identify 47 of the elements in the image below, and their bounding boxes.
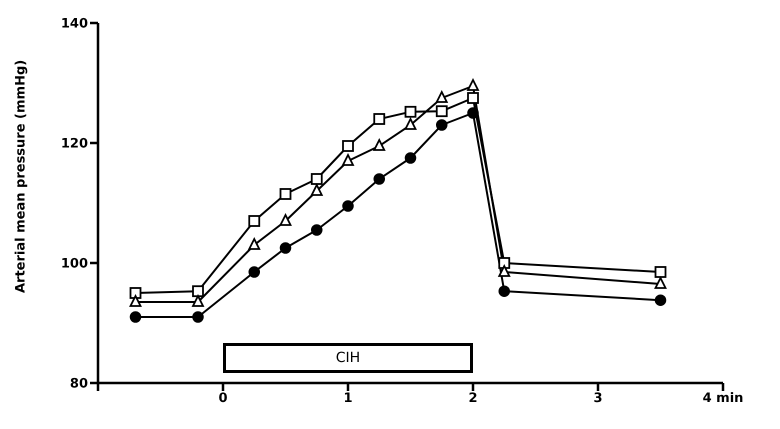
point: [498, 257, 510, 269]
point: [436, 119, 448, 131]
point: [373, 139, 386, 151]
point: [467, 79, 479, 91]
point: [654, 266, 666, 278]
y-tick-label: 120: [60, 136, 88, 152]
x-tick-label: 1: [343, 391, 353, 406]
x-tick-label: 0: [218, 391, 228, 406]
y-tick-label: 100: [60, 256, 88, 272]
point: [248, 238, 260, 250]
point: [280, 214, 292, 226]
x-tick-label: 2: [468, 391, 478, 406]
point: [374, 173, 385, 185]
point: [498, 265, 510, 277]
point: [280, 188, 292, 200]
y-tick-label: 140: [60, 16, 88, 32]
point: [311, 224, 322, 236]
point: [342, 154, 354, 166]
point: [342, 200, 354, 212]
point: [130, 295, 142, 307]
point: [467, 92, 479, 104]
point: [280, 242, 292, 254]
point: [130, 287, 142, 299]
point: [248, 215, 260, 227]
y-tick-label: 80: [70, 376, 88, 392]
point: [654, 294, 666, 306]
point: [436, 91, 448, 103]
point: [654, 277, 666, 289]
point: [467, 107, 479, 119]
point: [248, 266, 260, 278]
point: [192, 295, 204, 307]
point: [192, 285, 204, 298]
point: [404, 106, 416, 118]
point: [498, 285, 510, 297]
point: [310, 184, 323, 196]
point: [404, 118, 416, 130]
point: [436, 105, 448, 118]
band-label: CIH: [223, 343, 473, 373]
y-axis-title: Arterial mean pressure (mmHg): [14, 60, 29, 293]
point: [404, 152, 416, 164]
point: [310, 173, 323, 185]
x-tick-label: 3: [593, 391, 603, 406]
point: [130, 311, 142, 323]
point: [373, 113, 386, 125]
x-tick-label: 4 min: [702, 391, 744, 406]
point: [342, 140, 354, 152]
point: [192, 311, 204, 323]
